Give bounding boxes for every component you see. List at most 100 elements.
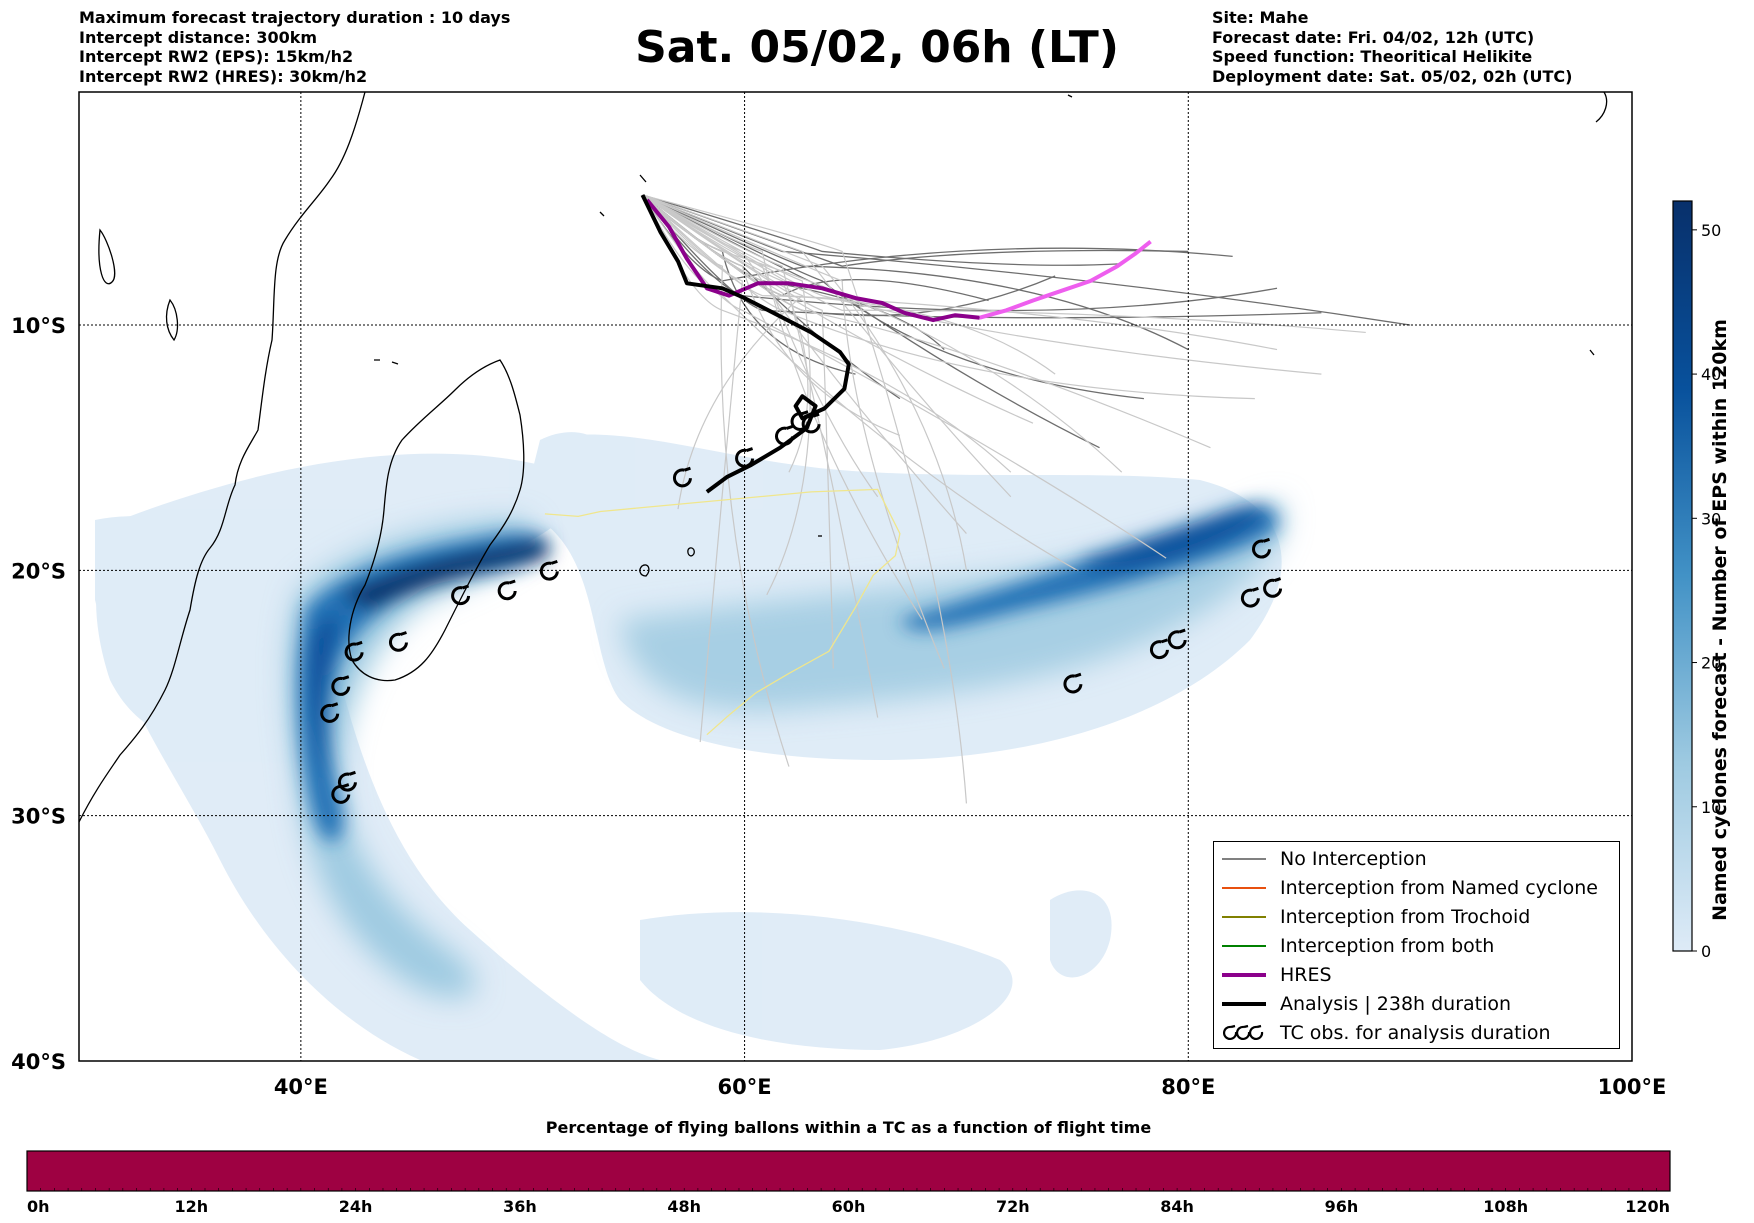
tc-obs-symbol — [331, 675, 351, 696]
eps-trajectory — [642, 194, 968, 804]
colorbar-tick-label: 50 — [1701, 221, 1721, 240]
eps-trajectory — [642, 194, 923, 620]
percentage-bar-tick-label: 72h — [996, 1197, 1030, 1216]
legend-label: HRES — [1280, 964, 1332, 986]
tc-obs-symbol — [672, 466, 692, 488]
lat-tick-label: 40°S — [11, 1050, 66, 1074]
eps-trajectory — [642, 194, 834, 669]
eps-trajectory — [642, 194, 1189, 351]
lon-tick-label: 100°E — [1598, 1075, 1667, 1099]
percentage-bar-title: Percentage of flying ballons within a TC… — [545, 1118, 1152, 1137]
legend-label: No Interception — [1280, 848, 1427, 870]
percentage-bar — [26, 1150, 1671, 1192]
lon-tick-label: 80°E — [1161, 1075, 1215, 1099]
eps-trajectories — [641, 194, 1411, 804]
eps-trajectory — [642, 194, 1411, 326]
header-max-duration: Maximum forecast trajectory duration : 1… — [79, 8, 511, 27]
legend-item-tc-obs: TC obs. for analysis duration — [1222, 1020, 1551, 1046]
percentage-bar-tick-label: 12h — [174, 1197, 208, 1216]
eps-trajectory — [642, 194, 1211, 449]
eps-trajectory — [642, 194, 743, 743]
header-intercept-eps: Intercept RW2 (EPS): 15km/h2 — [79, 47, 354, 66]
header-forecast-date: Forecast date: Fri. 04/02, 12h (UTC) — [1212, 27, 1535, 47]
map-gridlines — [79, 92, 1632, 1061]
legend-item-trochoid: Interception from Trochoid — [1222, 904, 1530, 930]
lat-tick-label: 30°S — [11, 805, 66, 829]
eps-trajectory — [641, 194, 1078, 571]
madagascar-coastline — [348, 359, 525, 682]
percentage-bar-tick-label: 24h — [339, 1197, 373, 1216]
hres-trajectory — [645, 198, 980, 323]
legend-label: Interception from Named cyclone — [1280, 877, 1598, 899]
tc-obs-symbol — [735, 447, 755, 468]
header-intercept-hres: Intercept RW2 (HRES): 30km/h2 — [79, 66, 368, 86]
legend-label: Interception from both — [1280, 935, 1495, 957]
eps-trajectory — [642, 194, 1322, 319]
coast-small-c — [1067, 94, 1595, 356]
eps-trajectory — [642, 194, 790, 767]
lon-tick-label: 60°E — [718, 1075, 772, 1099]
percentage-bar-tick-label: 84h — [1160, 1197, 1194, 1216]
legend-swatch-trochoid — [1222, 907, 1266, 927]
tc-obs-symbol — [775, 425, 795, 446]
percentage-bar-tick-label: 48h — [667, 1197, 701, 1216]
legend-swatch-named-cyclone — [1222, 878, 1266, 898]
percentage-bar-tick-label: 36h — [503, 1197, 537, 1216]
tc-obs-symbol — [451, 584, 471, 606]
tc-obs-symbol — [1263, 577, 1283, 598]
legend-item-hres: HRES — [1222, 962, 1332, 988]
lat-tick-label: 10°S — [11, 314, 66, 338]
legend-item-analysis: Analysis | 238h duration — [1222, 991, 1511, 1017]
tc-obs-symbol — [790, 410, 810, 431]
legend-item-named-cyclone: Interception from Named cyclone — [1222, 875, 1598, 901]
tc-obs-symbol — [801, 412, 821, 434]
legend-swatch-both — [1222, 936, 1266, 956]
header-site: Site: Mahe — [1212, 8, 1309, 27]
tc-obs-symbol — [344, 640, 364, 662]
eps-trajectory — [642, 194, 945, 669]
legend-label: Interception from Trochoid — [1280, 906, 1531, 928]
coast-small-a — [98, 228, 116, 285]
legend-swatch-hres — [1222, 965, 1266, 985]
density-colorbar — [1672, 200, 1693, 952]
colorbar-tick-label: 40 — [1701, 365, 1721, 384]
hres-trajectory-tail — [979, 240, 1152, 320]
legend-swatch-analysis — [1222, 994, 1266, 1014]
colorbar-title: Named cyclones forecast - Number of EPS … — [1709, 319, 1731, 921]
percentage-bar-tick-label: 60h — [832, 1197, 866, 1216]
tc-obs-symbol — [320, 702, 340, 723]
colorbar-tick-label: 0 — [1701, 942, 1711, 961]
percentage-bar-tick-label: 0h — [27, 1197, 50, 1216]
tc-observations — [320, 410, 1283, 804]
coast-small-d — [1595, 92, 1608, 123]
legend-item-no-interception: No Interception — [1222, 846, 1427, 872]
legend-label: TC obs. for analysis duration — [1280, 1022, 1551, 1044]
percentage-bar-tick-label: 108h — [1483, 1197, 1528, 1216]
tc-obs-symbol — [1252, 537, 1271, 559]
tc-obs-symbol — [389, 631, 408, 652]
eps-trajectory — [642, 194, 809, 473]
legend-label: Analysis | 238h duration — [1280, 993, 1512, 1015]
left-header-info: Maximum forecast trajectory duration : 1… — [79, 8, 510, 86]
trajectory-yellow — [544, 488, 901, 736]
tc-symbol-icon — [1222, 1023, 1266, 1043]
island-reunion — [687, 547, 695, 557]
coast-small-b — [165, 298, 179, 342]
tc-obs-symbol — [1149, 638, 1169, 660]
tc-obs-symbol — [331, 783, 351, 804]
header-deployment-date: Deployment date: Sat. 05/02, 02h (UTC) — [1212, 66, 1573, 86]
tc-obs-symbol — [1240, 586, 1260, 608]
colorbar-tick-label: 20 — [1701, 654, 1721, 673]
colorbar-tick-label: 10 — [1701, 798, 1721, 817]
map-frame — [78, 91, 1633, 1062]
cyclone-density-core — [298, 505, 1278, 842]
header-speed-function: Speed function: Theoritical Helikite — [1212, 47, 1533, 66]
legend-swatch-no-interception — [1222, 849, 1266, 869]
header-intercept-distance: Intercept distance: 300km — [79, 27, 318, 47]
colorbar-tick-label: 30 — [1701, 509, 1721, 528]
tc-obs-symbol — [1167, 628, 1187, 650]
percentage-bar-tick-label: 96h — [1325, 1197, 1359, 1216]
legend-item-both: Interception from both — [1222, 933, 1494, 959]
